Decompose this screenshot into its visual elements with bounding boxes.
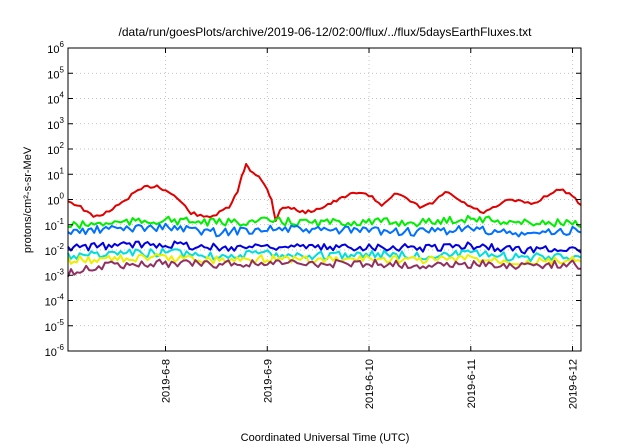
series-layer [67,163,582,278]
x-tick-label: 2019-6-10 [364,359,376,409]
y-tick-label: 10-4 [45,293,65,309]
series-line-5 [67,247,582,263]
grid-layer [68,47,581,352]
y-tick-label: 10-6 [45,343,65,359]
y-tick-label: 103 [47,116,64,132]
series-line-3 [67,222,582,238]
series-line-6 [67,252,582,266]
x-tick-label: 2019-6-9 [262,359,274,403]
y-tick-label: 10-2 [45,242,65,258]
y-tick-label: 105 [47,65,64,81]
y-axis-label: protons/cm²-s-sr-MeV [22,146,34,253]
y-tick-label: 10-1 [45,217,65,233]
y-tick-label: 10-3 [45,267,65,283]
x-axis-label: Coordinated Universal Time (UTC) [241,432,410,444]
tick-layer: 10-6 10-5 10-4 10-3 10-2 10-1 100 101 102 103 104 1… [45,40,581,409]
y-tick-label: 102 [47,141,64,157]
y-tick-label: 101 [47,166,64,182]
y-tick-label: 106 [47,40,64,56]
series-line-1 [67,163,582,222]
chart-title: /data/run/goesPlots/archive/2019-06-12/0… [119,25,533,39]
series-line-2 [67,214,582,230]
x-tick-label: 2019-6-12 [568,359,580,409]
series-line-7 [67,258,582,278]
y-tick-label: 104 [47,91,64,107]
y-tick-label: 100 [47,192,64,208]
x-tick-label: 2019-6-8 [161,359,173,403]
y-tick-label: 10-5 [45,318,65,334]
x-tick-label: 2019-6-11 [466,359,478,408]
series-line-4 [67,240,582,255]
